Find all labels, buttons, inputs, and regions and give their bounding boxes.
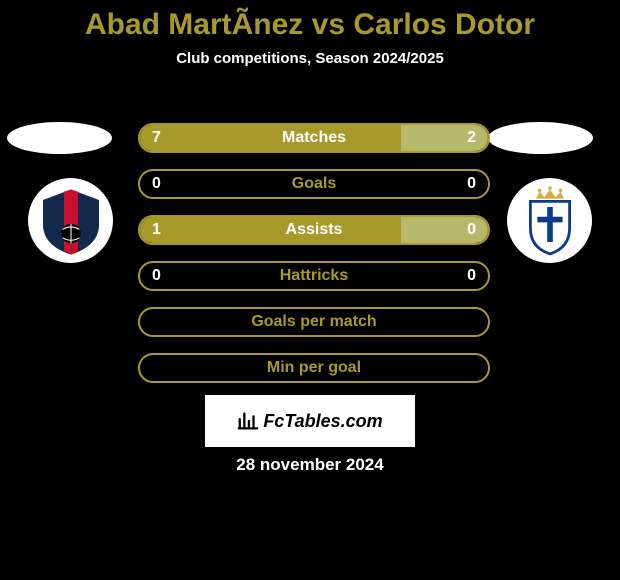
stat-left-value: 7: [152, 129, 161, 147]
stat-left-fill: [140, 217, 401, 243]
huesca-crest-icon: [36, 186, 106, 256]
stat-label: Matches: [282, 129, 346, 147]
comparison-subtitle: Club competitions, Season 2024/2025: [0, 50, 620, 67]
stat-row: Goals per match: [138, 307, 490, 337]
stat-left-fill: [140, 125, 401, 151]
oviedo-crest-icon: [515, 186, 585, 256]
brand-text: FcTables.com: [263, 411, 382, 432]
stat-row: 1 0 Assists: [138, 215, 490, 245]
stat-label: Goals: [292, 175, 336, 193]
brand-watermark: FcTables.com: [205, 395, 415, 447]
stat-right-value: 0: [467, 175, 476, 193]
stat-row: Min per goal: [138, 353, 490, 383]
left-player-placeholder: [7, 122, 112, 154]
stat-left-value: 0: [152, 267, 161, 285]
stat-label: Assists: [286, 221, 343, 239]
right-player-placeholder: [488, 122, 593, 154]
comparison-title: Abad MartÃ­nez vs Carlos Dotor: [0, 0, 620, 42]
stat-right-value: 0: [467, 221, 476, 239]
stat-right-value: 0: [467, 267, 476, 285]
infographic-date: 28 november 2024: [0, 455, 620, 475]
stat-row: 7 2 Matches: [138, 123, 490, 153]
left-club-crest: [28, 178, 113, 263]
stat-label: Min per goal: [267, 359, 361, 377]
stat-label: Goals per match: [251, 313, 376, 331]
right-club-crest: [507, 178, 592, 263]
stat-right-value: 2: [467, 129, 476, 147]
brand-icon: [237, 410, 259, 432]
stat-label: Hattricks: [280, 267, 348, 285]
stat-row: 0 0 Goals: [138, 169, 490, 199]
stat-left-value: 0: [152, 175, 161, 193]
stat-left-value: 1: [152, 221, 161, 239]
stat-row: 0 0 Hattricks: [138, 261, 490, 291]
